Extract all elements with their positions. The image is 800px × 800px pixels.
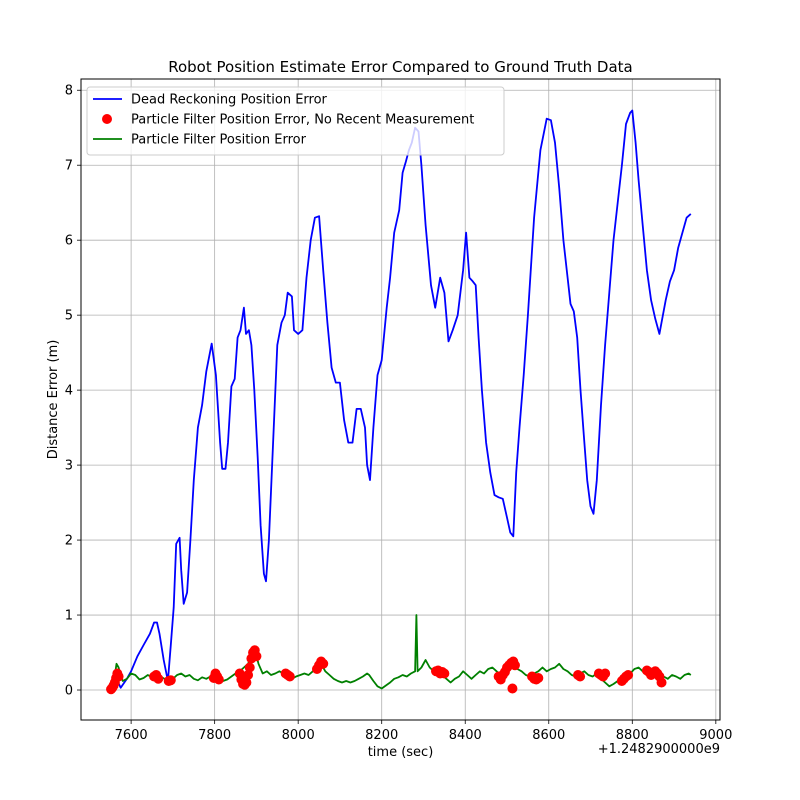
x-tick-label: 8400 — [449, 728, 482, 743]
y-tick-label: 1 — [65, 609, 73, 624]
plot-series — [106, 109, 692, 695]
ticks: 7600 7800 8000 8200 8400 8600 8800 9000 0 1 2 3 4 5 6 7… — [65, 84, 733, 743]
legend-box — [86, 86, 505, 156]
x-tick-label: 7800 — [198, 728, 231, 743]
chart-title: Robot Position Estimate Error Compared t… — [168, 58, 633, 76]
series-line-0 — [111, 109, 692, 689]
legend: Dead Reckoning Position Error Particle Fi… — [86, 86, 505, 156]
scatter-point — [600, 668, 611, 679]
scatter-point — [509, 660, 520, 671]
y-tick-label: 8 — [65, 84, 73, 99]
y-tick-label: 7 — [65, 159, 73, 174]
scatter-point — [284, 671, 295, 682]
scatter-point — [165, 675, 176, 686]
scatter-point — [623, 670, 634, 681]
scatter-point — [656, 677, 667, 688]
x-tick-label: 8600 — [532, 728, 565, 743]
scatter-point — [241, 677, 252, 688]
scatter-point — [153, 673, 164, 684]
x-tick-label: 8000 — [282, 728, 315, 743]
y-tick-label: 2 — [65, 534, 73, 549]
series-line-2 — [111, 614, 692, 690]
x-tick-label: 9000 — [699, 728, 732, 743]
legend-label: Particle Filter Position Error — [131, 133, 307, 148]
y-tick-label: 6 — [65, 234, 73, 249]
x-tick-label: 8800 — [616, 728, 649, 743]
y-tick-label: 0 — [65, 684, 73, 699]
legend-swatch-marker — [102, 114, 112, 124]
scatter-point — [439, 668, 450, 679]
y-tick-label: 5 — [65, 309, 73, 324]
scatter-point — [318, 658, 329, 669]
plot-frame — [80, 78, 721, 721]
scatter-point — [533, 673, 544, 684]
x-axis-offset-label: +1.2482900000e9 — [598, 742, 720, 757]
x-tick-label: 7600 — [115, 728, 148, 743]
legend-label: Dead Reckoning Position Error — [131, 93, 328, 108]
grid — [81, 79, 720, 720]
scatter-point — [507, 683, 518, 694]
scatter-point — [213, 674, 224, 685]
x-axis-label: time (sec) — [368, 745, 434, 760]
scatter-point — [244, 662, 255, 673]
scatter-point — [113, 671, 124, 682]
scatter-point — [575, 671, 586, 682]
series-scatter-1 — [106, 645, 667, 695]
y-tick-label: 3 — [65, 459, 73, 474]
y-tick-label: 4 — [65, 384, 73, 399]
scatter-point — [243, 670, 254, 681]
y-axis-label: Distance Error (m) — [46, 340, 61, 460]
scatter-point — [251, 651, 262, 662]
legend-label: Particle Filter Position Error, No Recen… — [131, 113, 474, 128]
x-tick-label: 8200 — [365, 728, 398, 743]
